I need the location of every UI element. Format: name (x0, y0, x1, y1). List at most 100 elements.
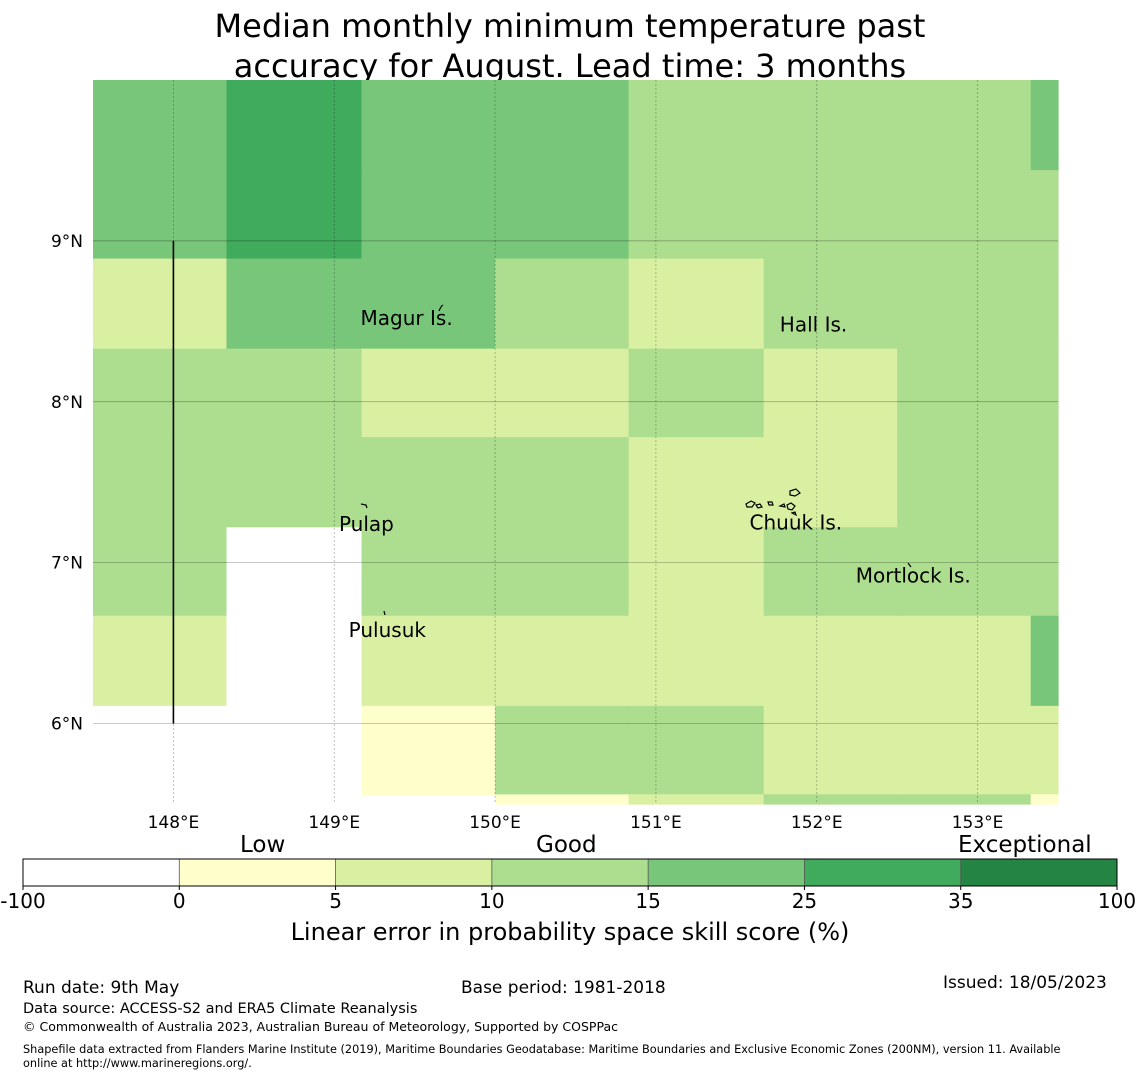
skill-cell (897, 258, 1032, 350)
colorbar-tick-label: 0 (173, 889, 186, 913)
skill-cell (495, 705, 630, 795)
run-date: Run date: 9th May (23, 978, 180, 998)
skill-cell (897, 794, 1032, 805)
map-gridlines (93, 80, 1058, 804)
place-label: Hall Is. (780, 313, 847, 337)
skill-cell (897, 705, 1032, 795)
issued-date: Issued: 18/05/2023 (943, 973, 1107, 993)
skill-cell (628, 615, 765, 707)
skill-cell (1030, 527, 1059, 617)
skill-cell (495, 615, 630, 707)
title-line-1: Median monthly minimum temperature past (214, 7, 926, 45)
skill-cell (628, 170, 765, 260)
skill-cell (361, 170, 496, 260)
skill-cell (897, 437, 1032, 528)
skill-cell (897, 615, 1032, 707)
shapefile-credit-line-1: Shapefile data extracted from Flanders M… (23, 1043, 1061, 1056)
colorbar-segment (335, 859, 493, 886)
lon-tick-label: 150°E (469, 813, 521, 833)
skill-cell (1030, 348, 1059, 438)
colorbar-tick-label: 5 (329, 889, 342, 913)
skill-cell (226, 705, 363, 795)
skill-cell (628, 258, 765, 350)
skill-cell (763, 615, 898, 707)
skill-cell (897, 527, 1032, 617)
category-label-good: Good (536, 832, 597, 858)
skill-cell (93, 258, 228, 350)
skill-cell (226, 348, 363, 438)
lon-tick-label: 153°E (952, 813, 1004, 833)
skill-cell (628, 527, 765, 617)
skill-cell (93, 80, 228, 171)
skill-cell (763, 527, 898, 617)
skill-cell (628, 80, 765, 171)
skill-cell (495, 170, 630, 260)
lat-tick-label: 8°N (51, 393, 83, 413)
magur-island-outline (438, 304, 444, 312)
colorbar: -100 0 5 10 15 25 35 100 (0, 858, 1136, 913)
skill-cell (1030, 437, 1059, 528)
lon-tick-label: 152°E (791, 813, 843, 833)
skill-cell (763, 794, 898, 805)
skill-cell (897, 348, 1032, 438)
skill-cell (361, 80, 496, 171)
skill-cell (628, 705, 765, 795)
colorbar-segment (491, 859, 649, 886)
pulusuk-island-outline (383, 610, 386, 616)
skill-cell (1030, 705, 1059, 795)
lat-tick-label: 6°N (51, 715, 83, 735)
skill-cell (93, 348, 228, 438)
skill-cell (495, 794, 630, 805)
category-label-low: Low (240, 832, 286, 858)
colorbar-segment (179, 859, 337, 886)
skill-cell (1030, 258, 1059, 350)
base-period: Base period: 1981-2018 (461, 978, 666, 998)
skill-cell (495, 80, 630, 171)
skill-cell (1030, 615, 1059, 707)
skill-cell (93, 615, 228, 707)
colorbar-tick-label: 15 (635, 889, 660, 913)
skill-cell (93, 705, 228, 795)
skill-cell (495, 437, 630, 528)
skill-cell (897, 170, 1032, 260)
lon-tick-label: 149°E (308, 813, 360, 833)
lon-tick-label: 151°E (630, 813, 682, 833)
island-outlines (360, 304, 912, 616)
colorbar-segment (804, 859, 962, 886)
lat-tick-label: 9°N (51, 232, 83, 252)
shapefile-credit-line-2: online at http://www.marineregions.org/. (23, 1057, 252, 1070)
title-line-2: accuracy for August. Lead time: 3 months (233, 47, 907, 85)
skill-grid (93, 80, 1059, 805)
skill-cell (361, 437, 496, 528)
colorbar-segment (23, 859, 180, 886)
skill-cell (495, 348, 630, 438)
skill-cell (495, 258, 630, 350)
skill-cell (1030, 794, 1059, 805)
skill-cell (226, 170, 363, 260)
place-label: Mortlock Is. (856, 564, 971, 588)
skill-cell (763, 170, 898, 260)
copyright: © Commonwealth of Australia 2023, Austra… (23, 1019, 618, 1034)
colorbar-tick-label: 100 (1098, 889, 1136, 913)
place-label: Magur Is. (361, 306, 453, 330)
skill-cell (897, 80, 1032, 171)
skill-cell (226, 437, 363, 528)
skill-cell (93, 527, 228, 617)
skill-cell (763, 437, 898, 528)
skill-cell (226, 794, 363, 805)
skill-cell (93, 437, 228, 528)
colorbar-segment (960, 859, 1118, 886)
skill-cell (763, 80, 898, 171)
mortlock-island-outline (907, 562, 912, 568)
skill-cell (226, 80, 363, 171)
skill-cell (1030, 170, 1059, 260)
skill-cell (763, 258, 898, 350)
pulap-island-outline (360, 503, 368, 509)
skill-cell (361, 348, 496, 438)
colorbar-tick-label: 25 (792, 889, 817, 913)
skill-cell (361, 527, 496, 617)
skill-cell (763, 348, 898, 438)
lon-tick-label: 148°E (148, 813, 200, 833)
category-label-exceptional: Exceptional (958, 832, 1092, 858)
